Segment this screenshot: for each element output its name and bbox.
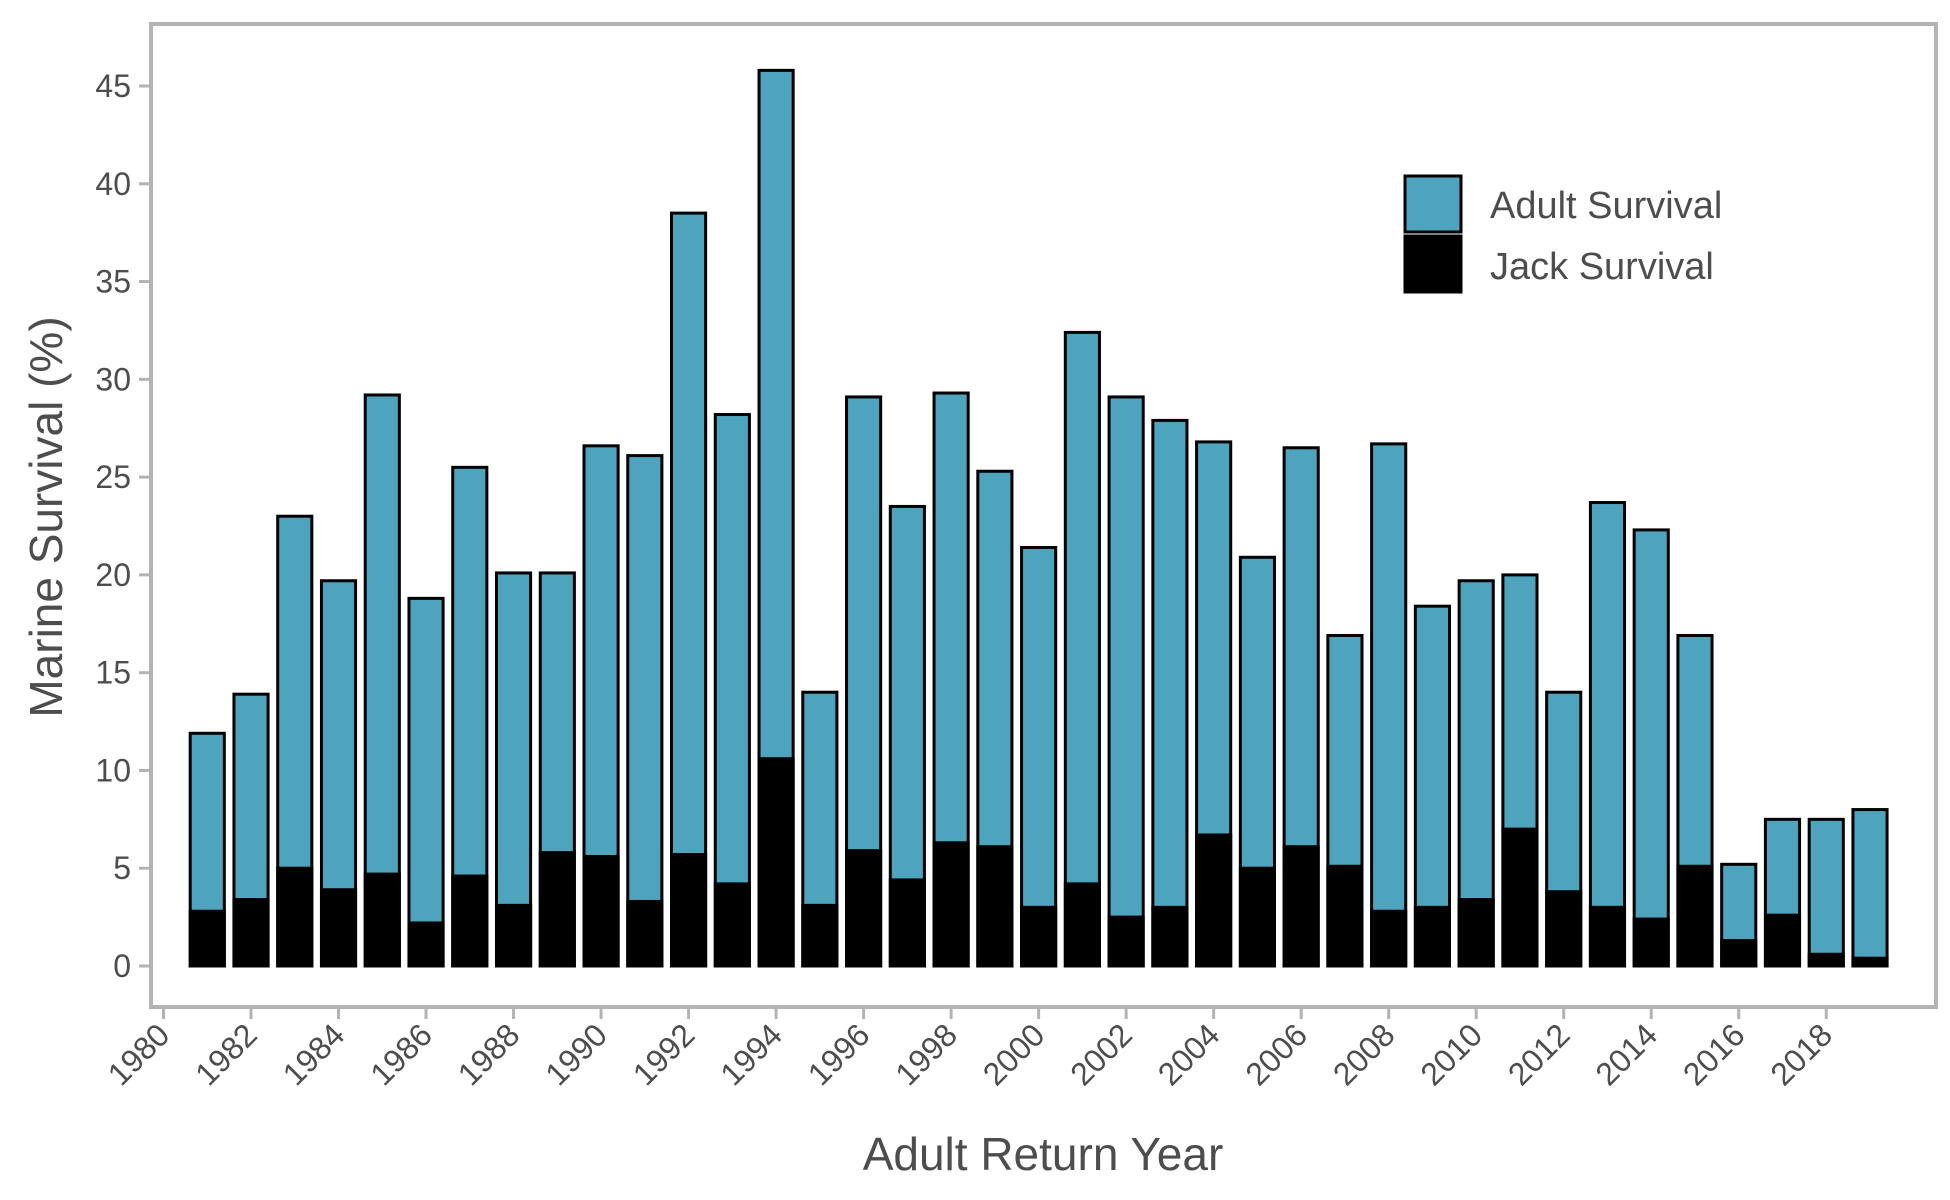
bar-jack-survival <box>888 878 926 968</box>
y-tick-label: 5 <box>113 850 131 886</box>
x-axis-ticks: 1980 1982 1984 1986 1988 1990 1992 1994 1996 1998… <box>101 1007 1839 1092</box>
bar-adult-survival <box>1063 330 1101 968</box>
x-tick-label: 2006 <box>1238 1016 1314 1092</box>
x-tick-label: 2008 <box>1326 1016 1402 1092</box>
y-tick-label: 30 <box>95 361 131 397</box>
bar-jack-survival <box>1063 882 1101 968</box>
bar-jack-survival <box>1720 939 1758 968</box>
x-tick-label: 2012 <box>1501 1016 1577 1092</box>
bar-jack-survival <box>670 853 708 968</box>
bar-adult-survival <box>670 211 708 968</box>
bar-adult-survival <box>1370 442 1408 968</box>
x-tick-label: 1982 <box>188 1016 264 1092</box>
bar-adult-survival <box>1588 501 1627 968</box>
bar-jack-survival <box>407 921 445 968</box>
y-axis-ticks: 0 5 10 15 20 25 30 35 40 45 <box>95 68 151 984</box>
bar-jack-survival <box>494 903 533 968</box>
x-tick-label: 2018 <box>1763 1016 1839 1092</box>
bar-jack-survival <box>626 899 664 968</box>
bar-jack-survival <box>1632 917 1670 968</box>
y-tick-label: 15 <box>95 655 131 691</box>
x-tick-label: 1984 <box>276 1016 352 1092</box>
x-tick-label: 2000 <box>976 1016 1052 1092</box>
bar-jack-survival <box>319 888 358 968</box>
bar-adult-survival <box>626 454 664 968</box>
bar-jack-survival <box>1851 956 1889 968</box>
x-tick-label: 1986 <box>363 1016 439 1092</box>
bar-adult-survival <box>1107 395 1145 968</box>
legend-label-jack-survival: Jack Survival <box>1490 246 1714 288</box>
bar-adult-survival <box>1851 808 1889 968</box>
bar-jack-survival <box>1020 905 1058 968</box>
y-tick-label: 10 <box>95 752 131 788</box>
y-tick-label: 25 <box>95 459 131 495</box>
bar-jack-survival <box>1238 866 1276 968</box>
bar-jack-survival <box>1282 845 1320 968</box>
bar-jack-survival <box>582 854 620 968</box>
bar-jack-survival <box>1195 833 1233 968</box>
x-tick-label: 1992 <box>626 1016 702 1092</box>
legend-label-adult-survival: Adult Survival <box>1490 185 1722 227</box>
bar-jack-survival <box>276 866 314 968</box>
bar-jack-survival <box>1588 905 1627 968</box>
bar-jack-survival <box>232 898 270 968</box>
bar-jack-survival <box>757 757 795 968</box>
bar-jack-survival <box>1457 898 1495 968</box>
y-tick-label: 40 <box>95 166 131 202</box>
bar-jack-survival <box>1413 905 1452 968</box>
x-tick-label: 1990 <box>538 1016 614 1092</box>
bar-adult-survival <box>1151 418 1189 968</box>
y-tick-label: 0 <box>113 948 131 984</box>
x-axis-title: Adult Return Year <box>863 1128 1224 1180</box>
x-tick-label: 2004 <box>1151 1016 1227 1092</box>
bar-jack-survival <box>1807 952 1845 968</box>
x-tick-label: 1994 <box>713 1016 789 1092</box>
bar-jack-survival <box>1107 915 1145 968</box>
bar-jack-survival <box>451 874 489 968</box>
x-tick-label: 1980 <box>101 1016 177 1092</box>
bar-jack-survival <box>932 841 970 968</box>
x-tick-label: 2002 <box>1063 1016 1139 1092</box>
x-tick-label: 1998 <box>888 1016 964 1092</box>
bar-jack-survival <box>976 845 1014 968</box>
bar-jack-survival <box>845 849 883 968</box>
bar-adult-survival <box>1632 528 1670 968</box>
y-tick-label: 35 <box>95 264 131 300</box>
bar-adult-survival <box>363 393 401 968</box>
x-tick-label: 1988 <box>451 1016 527 1092</box>
y-tick-label: 20 <box>95 557 131 593</box>
bar-jack-survival <box>188 909 226 968</box>
x-tick-label: 1996 <box>801 1016 877 1092</box>
legend-key-adult-survival <box>1403 174 1463 234</box>
jack-survival-bars <box>188 757 1889 968</box>
bar-jack-survival <box>1151 905 1189 968</box>
legend: Adult Survival Jack Survival <box>1403 174 1722 294</box>
bar-jack-survival <box>538 851 576 968</box>
bar-jack-survival <box>1763 913 1802 968</box>
bar-jack-survival <box>1501 827 1539 968</box>
x-tick-label: 2016 <box>1676 1016 1752 1092</box>
y-tick-label: 45 <box>95 68 131 104</box>
legend-key-jack-survival <box>1403 234 1463 294</box>
bar-jack-survival <box>801 903 839 968</box>
bar-adult-survival <box>407 596 445 968</box>
bar-adult-survival <box>1807 817 1845 968</box>
bar-jack-survival <box>1545 890 1583 968</box>
x-tick-label: 2010 <box>1413 1016 1489 1092</box>
y-axis-title: Marine Survival (%) <box>20 316 72 717</box>
bar-jack-survival <box>1370 909 1408 968</box>
bar-jack-survival <box>363 872 401 968</box>
bar-jack-survival <box>713 882 751 968</box>
x-tick-label: 2014 <box>1588 1016 1664 1092</box>
bar-adult-survival <box>1020 546 1058 968</box>
bar-jack-survival <box>1326 864 1364 968</box>
bar-jack-survival <box>1676 864 1714 968</box>
